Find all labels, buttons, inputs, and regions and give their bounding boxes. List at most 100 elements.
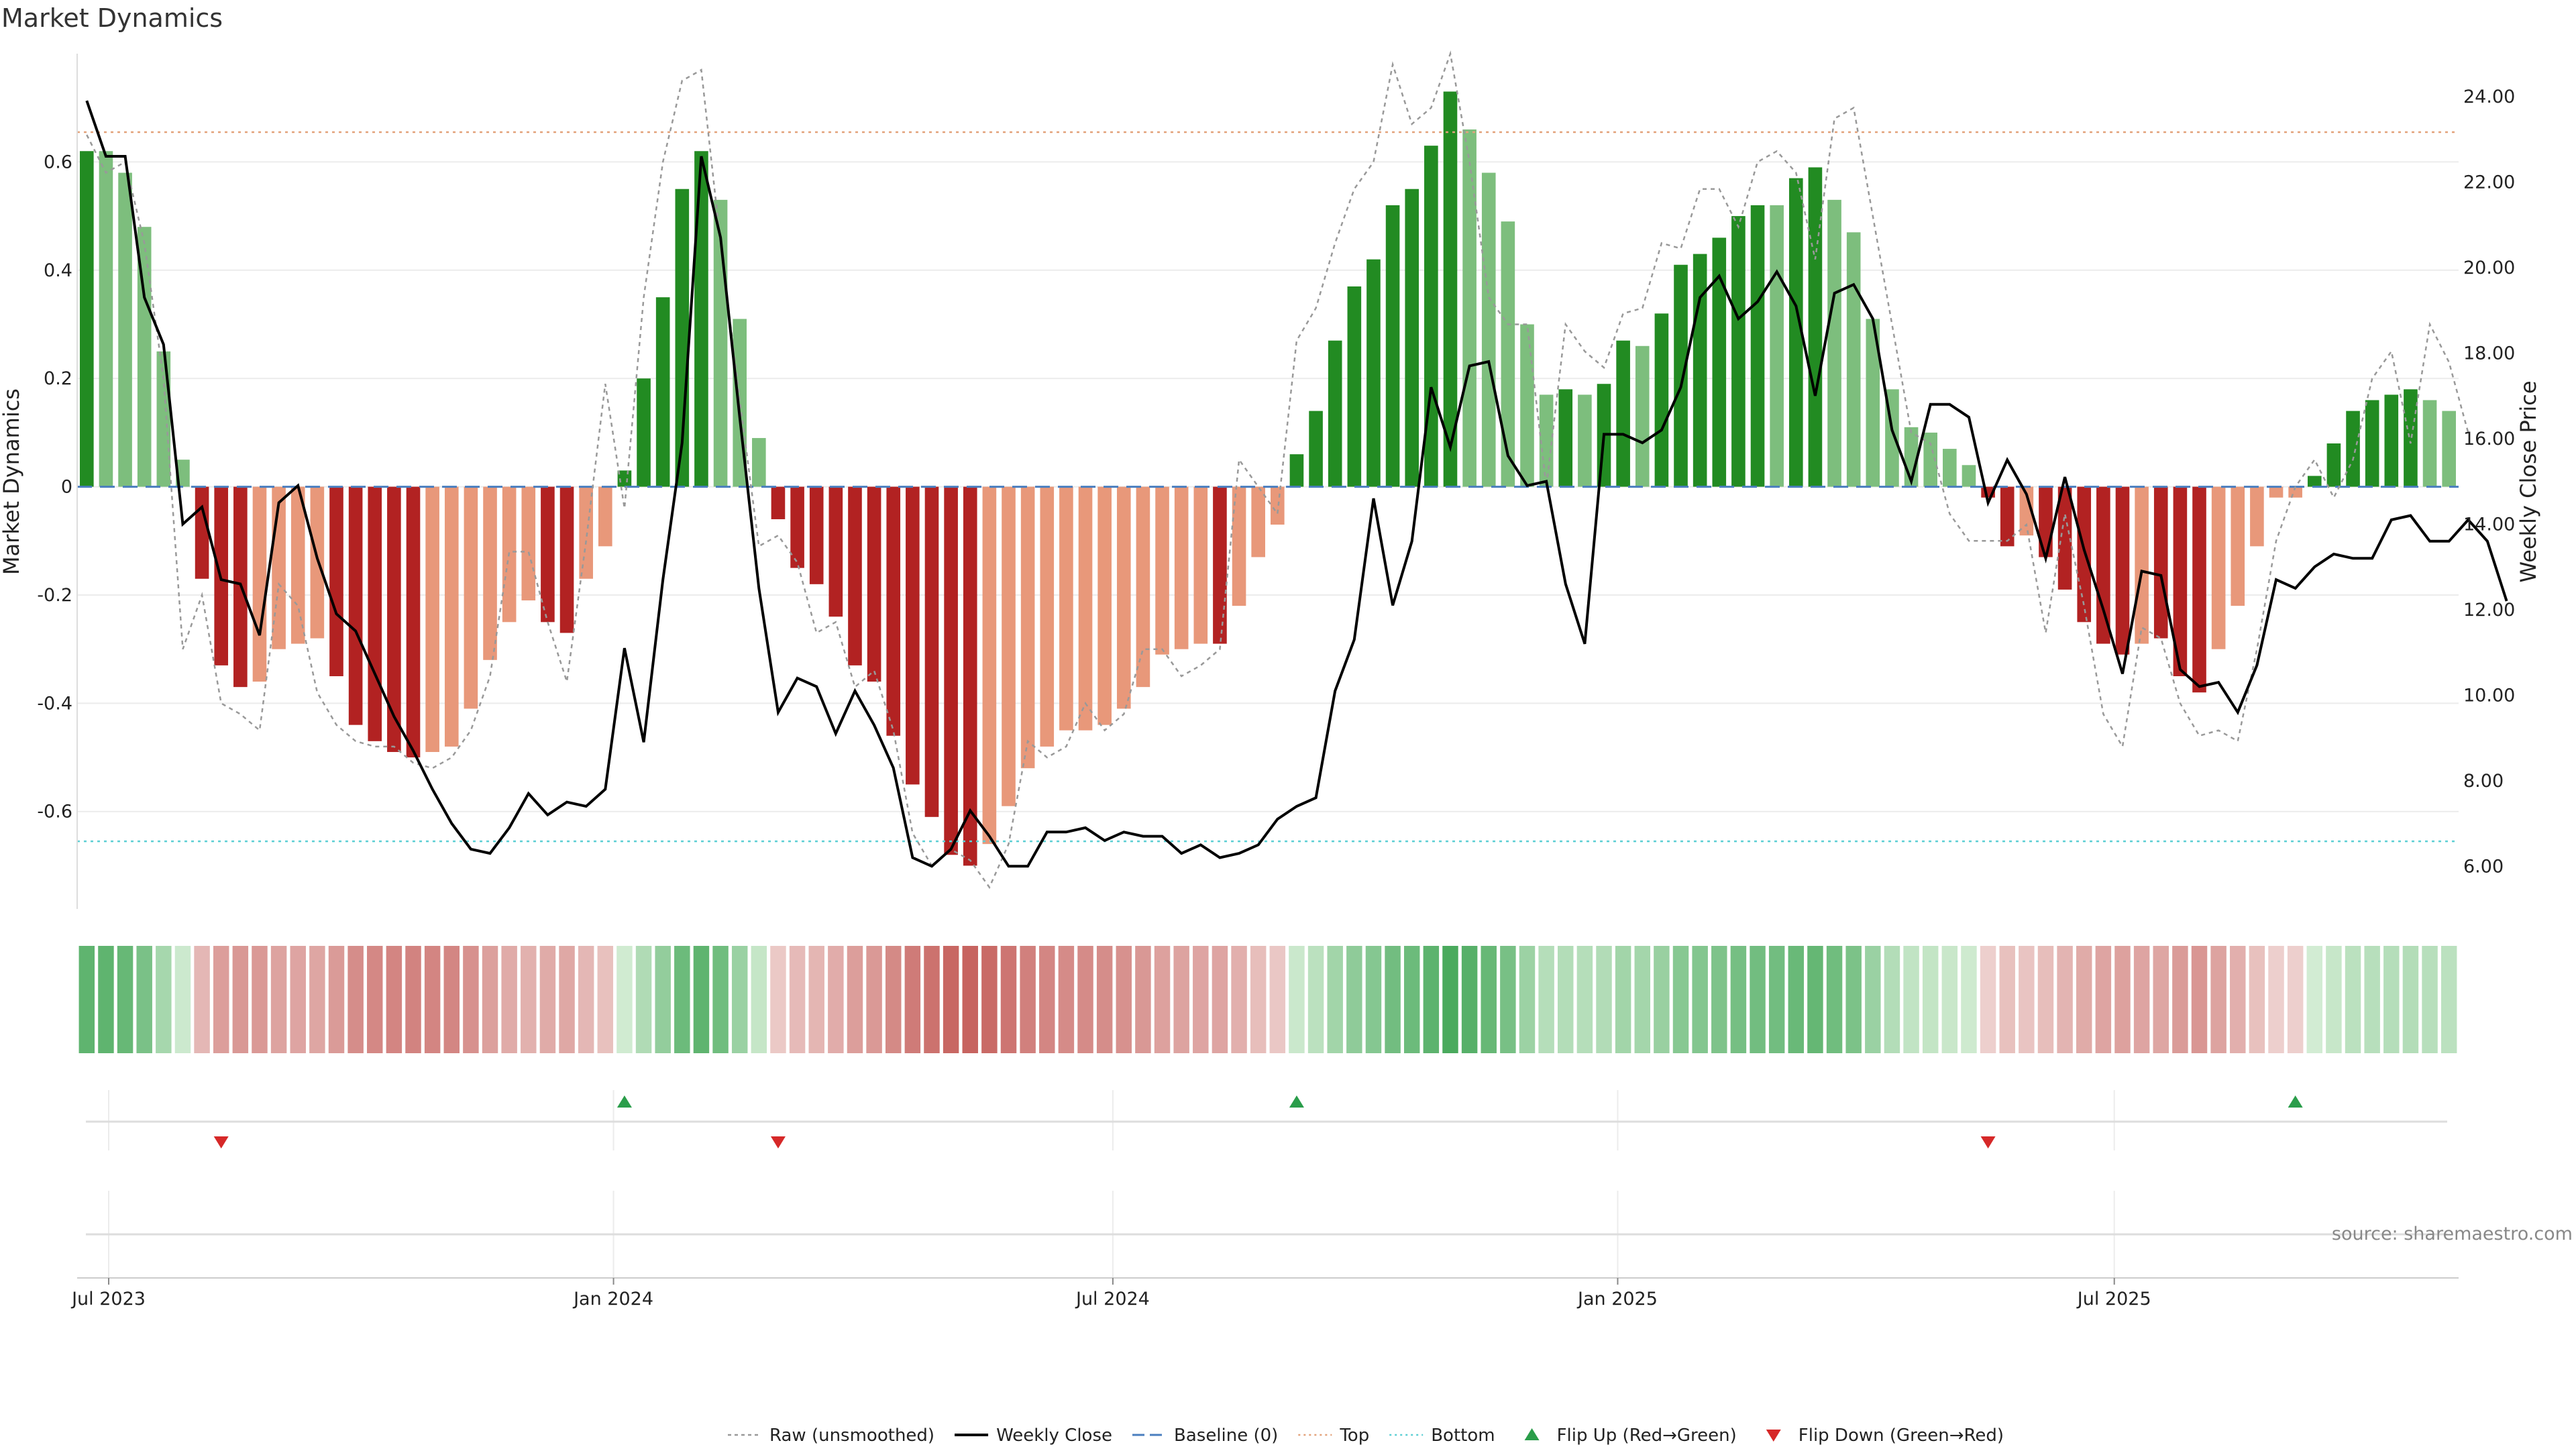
heat-cell bbox=[1538, 946, 1554, 1053]
heat-cell bbox=[924, 946, 940, 1053]
legend-label: Flip Down (Green→Red) bbox=[1799, 1426, 2004, 1446]
legend-swatch-flip-up bbox=[1524, 1428, 1540, 1440]
heat-cell bbox=[2057, 946, 2073, 1053]
market-dynamics-bar bbox=[944, 486, 958, 855]
legend: Raw (unsmoothed) Weekly Close Baseline (0)… bbox=[728, 1426, 2004, 1446]
heat-cell bbox=[2019, 946, 2035, 1053]
heat-cell bbox=[463, 946, 479, 1053]
y-right-tick-label: 18.00 bbox=[2463, 343, 2515, 364]
flip-up-marker bbox=[1289, 1095, 1304, 1108]
market-dynamics-bar bbox=[1174, 486, 1189, 649]
heat-cell bbox=[597, 946, 614, 1053]
heat-cell bbox=[156, 946, 172, 1053]
heat-cell bbox=[828, 946, 844, 1053]
market-dynamics-bar bbox=[521, 486, 536, 601]
market-dynamics-bar bbox=[1866, 319, 1880, 487]
heat-cell bbox=[2095, 946, 2112, 1053]
heat-cell bbox=[789, 946, 806, 1053]
market-dynamics-bar bbox=[2404, 389, 2418, 487]
market-dynamics-bar bbox=[2211, 486, 2226, 649]
lower-panel: Jul 2023 Jan 2024 Jul 2024 Jan 2025 Jul 2025 bbox=[70, 1191, 2459, 1309]
heat-cell bbox=[1269, 946, 1286, 1053]
market-dynamics-bar bbox=[1827, 199, 1841, 487]
heat-cell bbox=[1403, 946, 1420, 1053]
market-dynamics-bar bbox=[1520, 324, 1534, 487]
heat-cell bbox=[2172, 946, 2188, 1053]
heat-cell bbox=[1058, 946, 1075, 1053]
heat-cell bbox=[1250, 946, 1267, 1053]
flip-up-marker bbox=[2288, 1095, 2303, 1108]
heat-cell bbox=[174, 946, 191, 1053]
market-dynamics-bar bbox=[1462, 129, 1477, 487]
market-dynamics-bar bbox=[1654, 313, 1669, 487]
heat-cell bbox=[2383, 946, 2400, 1053]
heat-cell bbox=[1654, 946, 1670, 1053]
heat-cell bbox=[1596, 946, 1612, 1053]
heat-cell bbox=[1634, 946, 1651, 1053]
x-tick-label: Jul 2025 bbox=[2076, 1289, 2151, 1309]
heat-cell bbox=[1423, 946, 1440, 1053]
heat-cell bbox=[1135, 946, 1151, 1053]
y-right-tick-label: 6.00 bbox=[2463, 856, 2504, 877]
heat-cell bbox=[1481, 946, 1497, 1053]
market-dynamics-bar bbox=[137, 227, 152, 487]
market-dynamics-bar bbox=[2384, 394, 2399, 487]
heat-cell bbox=[1212, 946, 1228, 1053]
flip-up-marker bbox=[616, 1095, 632, 1108]
market-dynamics-bar bbox=[2135, 486, 2149, 644]
legend-label: Bottom bbox=[1431, 1426, 1495, 1446]
market-dynamics-bar bbox=[1578, 394, 1592, 487]
heat-cell bbox=[1327, 946, 1343, 1053]
y-left-tick-label: 0 bbox=[61, 477, 72, 498]
y-right-tick-label: 20.00 bbox=[2463, 258, 2515, 278]
heat-cell bbox=[2422, 946, 2438, 1053]
market-dynamics-bar bbox=[2365, 400, 2379, 487]
y-left-tick-label: -0.2 bbox=[37, 585, 72, 606]
market-dynamics-bar bbox=[2173, 486, 2188, 677]
heat-cell bbox=[309, 946, 325, 1053]
heat-cell bbox=[367, 946, 383, 1053]
market-dynamics-bar bbox=[406, 486, 421, 758]
market-dynamics-bar bbox=[541, 486, 555, 623]
y-left-tick-label: 0.2 bbox=[44, 368, 72, 389]
market-dynamics-bar bbox=[1481, 172, 1496, 487]
heat-cell bbox=[2440, 946, 2457, 1053]
heat-cell bbox=[1116, 946, 1132, 1053]
market-dynamics-bar bbox=[1808, 167, 1823, 487]
market-dynamics-bar bbox=[1366, 259, 1381, 487]
market-dynamics-bar bbox=[348, 486, 363, 725]
market-dynamics-bar bbox=[2096, 486, 2110, 644]
market-dynamics-bar bbox=[1116, 486, 1131, 709]
x-tick-label: Jul 2023 bbox=[70, 1289, 146, 1309]
market-dynamics-bar bbox=[1923, 432, 1938, 487]
legend-swatch-flip-down bbox=[1766, 1430, 1781, 1442]
legend-label: Weekly Close bbox=[996, 1426, 1112, 1446]
heat-cell bbox=[1193, 946, 1209, 1053]
market-dynamics-bar bbox=[2019, 486, 2034, 536]
heat-cell bbox=[1365, 946, 1382, 1053]
heat-cell bbox=[1730, 946, 1747, 1053]
heat-cell bbox=[770, 946, 786, 1053]
market-dynamics-bar bbox=[1155, 486, 1169, 655]
heat-cell bbox=[443, 946, 460, 1053]
heat-cell bbox=[2076, 946, 2092, 1053]
y-left-tick-label: 0.6 bbox=[44, 152, 72, 172]
heat-cell bbox=[1807, 946, 1823, 1053]
market-dynamics-bar bbox=[310, 486, 325, 639]
market-dynamics-bar bbox=[444, 486, 459, 747]
heat-cell bbox=[1961, 946, 1977, 1053]
market-dynamics-bar bbox=[617, 470, 632, 487]
market-dynamics-bar bbox=[2115, 486, 2130, 655]
market-dynamics-bar bbox=[2153, 486, 2168, 639]
market-dynamics-bar bbox=[655, 297, 670, 487]
market-dynamics-bar bbox=[2000, 486, 2015, 547]
market-dynamics-bar bbox=[1059, 486, 1073, 731]
heat-cell bbox=[559, 946, 575, 1053]
market-dynamics-bar bbox=[483, 486, 497, 660]
market-dynamics-bar bbox=[2307, 476, 2322, 487]
heat-cell bbox=[2230, 946, 2246, 1053]
heat-cell bbox=[866, 946, 882, 1053]
heat-cell bbox=[2364, 946, 2380, 1053]
heat-cell bbox=[2306, 946, 2323, 1053]
market-dynamics-bar bbox=[1193, 486, 1208, 644]
